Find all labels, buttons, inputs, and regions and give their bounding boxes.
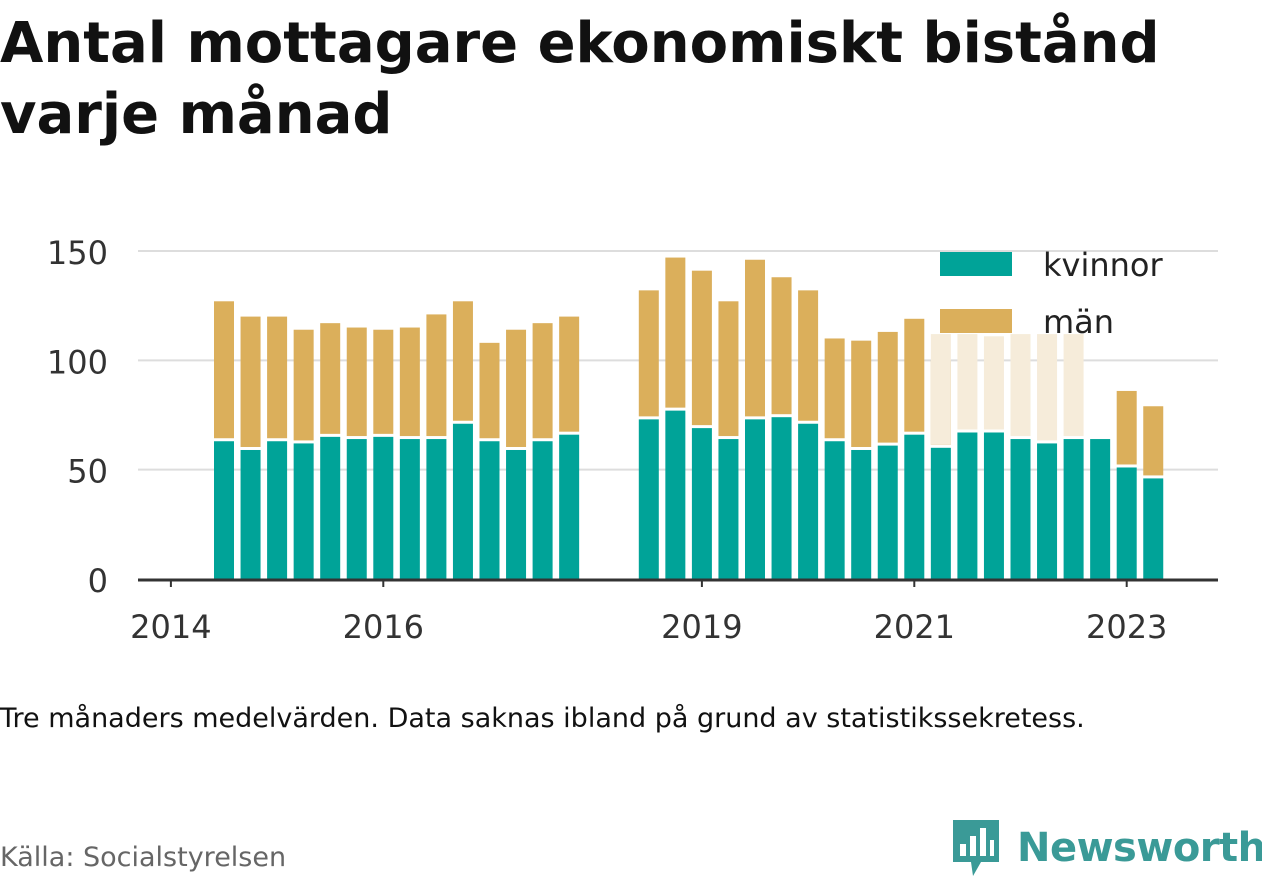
bar-kvinnor	[346, 439, 367, 579]
bar-kvinnor	[1037, 443, 1058, 579]
legend-label: kvinnor	[1043, 246, 1164, 284]
bar-kvinnor	[638, 419, 659, 579]
x-tick-label: 2021	[874, 608, 955, 646]
bar-man-suppressed	[957, 334, 978, 430]
bar-man	[214, 301, 234, 439]
bar-kvinnor	[665, 410, 686, 579]
source-credit: Källa: Socialstyrelsen	[0, 842, 287, 873]
bar-man	[559, 316, 580, 432]
bar-kvinnor	[957, 432, 978, 579]
bar-man	[373, 329, 394, 434]
bar-kvinnor	[718, 439, 739, 579]
bar-man	[904, 318, 925, 432]
brand-logo: Newsworthy	[951, 818, 1262, 878]
bar-kvinnor	[240, 449, 261, 579]
bar-kvinnor	[930, 447, 951, 579]
bar-kvinnor	[532, 441, 553, 579]
bar-kvinnor	[479, 441, 500, 579]
bar-kvinnor	[983, 432, 1004, 579]
bar-man	[479, 342, 500, 439]
bar-kvinnor	[214, 441, 234, 579]
y-tick-label: 100	[47, 343, 108, 381]
bar-kvinnor	[1116, 467, 1137, 579]
bar-man	[293, 329, 314, 441]
brand-name: Newsworthy	[1017, 825, 1262, 871]
chart-note: Tre månaders medelvärden. Data saknas ib…	[0, 703, 1085, 734]
bar-man	[320, 323, 341, 434]
bar-kvinnor	[691, 428, 712, 579]
x-tick-label: 2014	[130, 608, 211, 646]
bar-man	[638, 290, 659, 417]
bar-man	[267, 316, 288, 439]
bar-man	[877, 331, 898, 443]
bar-man	[532, 323, 553, 439]
bar-kvinnor	[904, 434, 925, 579]
bar-man	[1116, 390, 1137, 465]
bar-kvinnor	[426, 439, 447, 579]
bar-kvinnor	[506, 449, 527, 579]
bar-chart-logo-icon	[953, 820, 999, 876]
bar-man	[798, 290, 819, 421]
bar-man-suppressed	[1010, 334, 1031, 437]
y-tick-label: 50	[67, 453, 108, 491]
bar-man-suppressed	[983, 336, 1004, 430]
bar-man	[1143, 406, 1164, 476]
bar-man-suppressed	[1037, 334, 1058, 441]
bar-kvinnor	[771, 417, 792, 579]
bar-man	[665, 257, 686, 408]
bar-man	[399, 327, 420, 437]
bar-man	[240, 316, 261, 447]
bar-kvinnor	[399, 439, 420, 579]
bar-man	[745, 259, 765, 417]
bar-kvinnor	[1090, 439, 1111, 579]
bar-kvinnor	[1063, 439, 1084, 579]
bar-man	[851, 340, 872, 447]
chart-title: Antal mottagare ekonomiskt bistånd varje…	[0, 11, 1160, 147]
bar-man	[771, 277, 792, 415]
bar-man	[426, 314, 447, 437]
bar-kvinnor	[293, 443, 314, 579]
bar-man	[718, 301, 739, 437]
bar-man-suppressed	[1063, 334, 1084, 437]
bar-kvinnor	[745, 419, 765, 579]
bar-kvinnor	[824, 441, 845, 579]
legend-swatch	[940, 252, 1012, 276]
bar-kvinnor	[1010, 439, 1031, 579]
bar-man-suppressed	[930, 334, 951, 445]
y-tick-label: 0	[88, 562, 108, 600]
x-tick-label: 2019	[661, 608, 742, 646]
bar-kvinnor	[267, 441, 288, 579]
legend-label: män	[1043, 303, 1114, 341]
y-tick-label: 150	[47, 234, 108, 272]
bar-kvinnor	[1143, 478, 1164, 579]
legend-swatch	[940, 309, 1012, 333]
chart: 0 50 100 150 2014 2016 2019 2021 2023 kvinnor män	[47, 234, 1218, 646]
bar-kvinnor	[320, 436, 341, 579]
bar-kvinnor	[798, 423, 819, 579]
bar-man	[506, 329, 527, 447]
bar-kvinnor	[851, 449, 872, 579]
x-tick-label: 2016	[343, 608, 424, 646]
bar-man	[691, 270, 712, 426]
bar-kvinnor	[373, 436, 394, 579]
bar-man	[346, 327, 367, 437]
bar-kvinnor	[877, 445, 898, 579]
bar-man	[824, 338, 845, 439]
bar-man	[452, 301, 473, 421]
bar-kvinnor	[452, 423, 473, 579]
bar-kvinnor	[559, 434, 580, 579]
x-tick-label: 2023	[1086, 608, 1167, 646]
